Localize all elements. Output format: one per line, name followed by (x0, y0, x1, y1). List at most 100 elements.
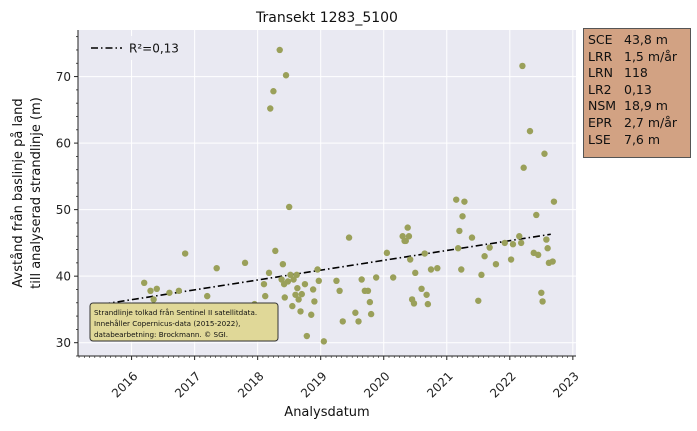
data-point (293, 271, 300, 279)
data-point (517, 239, 525, 247)
stat-row-sce: SCE 43,8 m (588, 32, 686, 49)
stat-row-nsm: NSM 18,9 m (588, 98, 686, 115)
y-tick-label: 60 (56, 137, 71, 151)
credit-line-1: Strandlinje tolkad från Sentinel II sate… (94, 308, 257, 317)
y-tick-label: 70 (56, 70, 71, 84)
data-point (289, 302, 296, 310)
data-point (458, 266, 465, 273)
data-point (320, 338, 328, 345)
stat-row-lrr: LRR 1,5 m/år (588, 49, 686, 66)
x-axis-title: Analysdatum (284, 405, 369, 420)
data-point (339, 318, 346, 325)
data-point (292, 291, 299, 298)
data-point (418, 285, 425, 293)
stat-row-epr: EPR 2,7 m/år (588, 115, 686, 132)
y-tick-label: 30 (56, 336, 71, 350)
data-point (345, 234, 353, 241)
data-point (456, 227, 463, 235)
data-point (265, 269, 273, 277)
data-point (461, 198, 468, 205)
stat-key: SCE (588, 32, 613, 47)
data-point (434, 264, 441, 272)
data-point (533, 211, 540, 219)
data-point (358, 276, 365, 283)
data-point (541, 150, 548, 157)
data-point (478, 271, 485, 279)
data-point (314, 266, 321, 273)
data-point (308, 311, 315, 318)
data-point (153, 285, 160, 293)
credit-line-2: Innehåller Copernicus-data (2015-2022), (94, 319, 240, 328)
stat-key: LRR (588, 48, 613, 64)
data-point (366, 298, 374, 306)
data-point (260, 280, 268, 288)
data-point (287, 271, 294, 279)
data-point (405, 233, 413, 240)
data-point (181, 250, 189, 257)
stat-key: NSM (588, 98, 617, 114)
data-point (538, 289, 545, 296)
x-tick-label: 2017 (172, 369, 203, 400)
data-point (290, 276, 297, 283)
stat-key: LRN (588, 65, 613, 81)
data-point (459, 213, 466, 220)
plot-area (78, 30, 576, 356)
data-point (383, 249, 391, 257)
data-point (303, 332, 311, 340)
data-point (549, 258, 556, 265)
data-point (262, 292, 269, 300)
data-point (281, 294, 288, 301)
stat-value: 0,13 (624, 81, 652, 97)
data-point (507, 256, 515, 263)
y-axis-title-line-1: Avstånd från baslinje på land (11, 98, 26, 287)
data-point (166, 289, 173, 296)
data-point (204, 292, 211, 300)
data-point (294, 284, 301, 292)
stat-value: 18,9 m (624, 98, 668, 114)
data-point (539, 298, 546, 305)
data-point (412, 269, 419, 277)
stat-key: LR2 (588, 81, 612, 97)
data-point (241, 259, 249, 267)
y-axis-title-line-2: till analyserad strandlinje (m) (29, 97, 44, 289)
data-point (175, 287, 183, 294)
y-tick-label: 50 (56, 203, 71, 217)
credit-line-3: databearbetning: Brockmann. © SGI. (94, 330, 228, 339)
data-point (364, 287, 372, 294)
data-point (279, 260, 287, 268)
data-point (355, 318, 362, 325)
stat-value: 1,5 m/år (624, 48, 678, 64)
stat-value: 2,7 m/år (624, 114, 678, 130)
grid-lines (78, 30, 576, 356)
data-point (315, 277, 323, 285)
stat-row-lse: LSE 7,6 m (588, 132, 686, 149)
stat-value: 7,6 m (624, 131, 661, 147)
stat-value: 118 (624, 65, 648, 81)
data-point (311, 298, 318, 305)
data-point (367, 310, 375, 318)
data-point (509, 241, 517, 248)
data-point (520, 164, 527, 171)
data-point (427, 266, 435, 273)
data-point (550, 198, 558, 205)
data-point (284, 278, 292, 285)
data-point (519, 62, 526, 70)
x-tick-label: 2021 (424, 369, 455, 400)
data-point (421, 250, 428, 257)
credit-box-bg (89, 302, 279, 342)
data-point (526, 127, 534, 135)
x-tick-label: 2022 (487, 369, 518, 400)
data-point (140, 279, 148, 287)
statistics-box: SCE 43,8 m LRR 1,5 m/år LRN 118 LR2 0,13… (583, 28, 691, 158)
data-point (282, 72, 290, 79)
data-point (410, 300, 418, 307)
data-point (481, 253, 488, 260)
data-point (372, 274, 380, 281)
data-point (492, 260, 500, 268)
stat-value: 43,8 m (624, 32, 668, 47)
stat-row-lrn: LRN 118 (588, 65, 686, 82)
data-point (272, 247, 279, 255)
data-point (147, 287, 154, 294)
data-point (404, 224, 411, 231)
